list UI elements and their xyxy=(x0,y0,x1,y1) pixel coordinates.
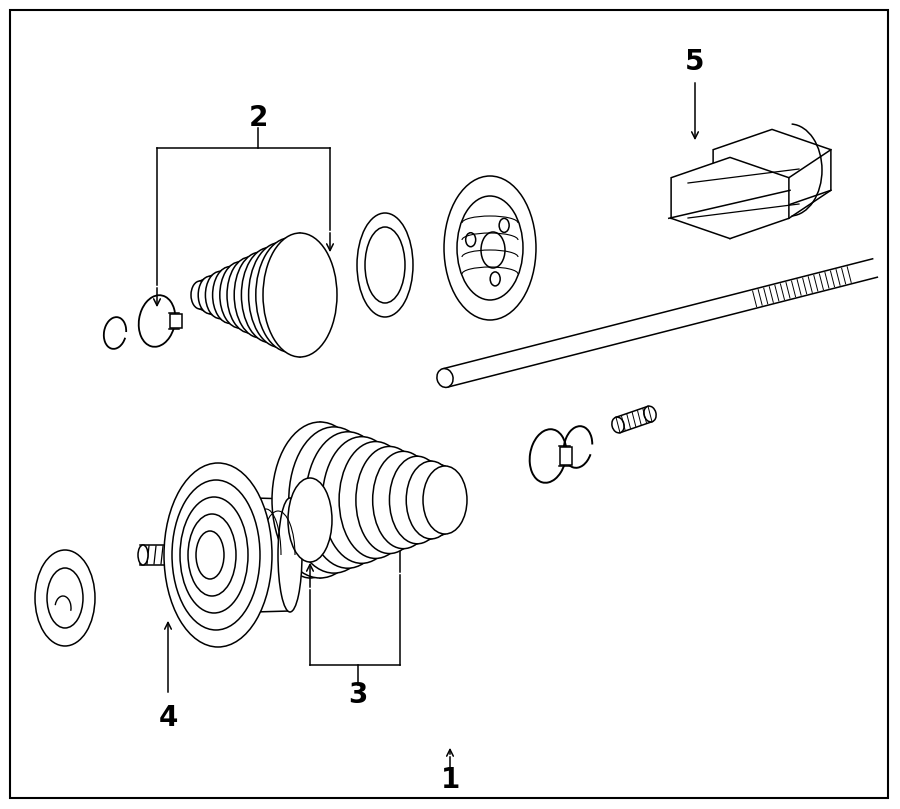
Text: 1: 1 xyxy=(440,766,460,794)
Ellipse shape xyxy=(164,463,272,647)
Ellipse shape xyxy=(205,271,235,319)
Ellipse shape xyxy=(227,257,273,333)
Ellipse shape xyxy=(241,248,299,342)
Ellipse shape xyxy=(390,456,445,544)
Ellipse shape xyxy=(196,531,224,579)
Ellipse shape xyxy=(500,218,509,232)
Ellipse shape xyxy=(444,176,536,320)
Ellipse shape xyxy=(306,432,390,568)
Ellipse shape xyxy=(234,252,286,338)
Ellipse shape xyxy=(263,233,337,357)
Polygon shape xyxy=(713,129,831,210)
Ellipse shape xyxy=(436,369,453,388)
Ellipse shape xyxy=(288,478,332,562)
Bar xyxy=(560,447,572,465)
Ellipse shape xyxy=(212,267,248,324)
Ellipse shape xyxy=(365,227,405,303)
Text: 4: 4 xyxy=(158,704,177,732)
Ellipse shape xyxy=(256,238,324,352)
Ellipse shape xyxy=(339,442,412,558)
Polygon shape xyxy=(671,158,789,239)
Ellipse shape xyxy=(180,497,248,613)
Ellipse shape xyxy=(138,545,148,565)
Ellipse shape xyxy=(644,406,656,421)
Ellipse shape xyxy=(289,427,379,573)
Ellipse shape xyxy=(248,243,311,347)
Ellipse shape xyxy=(481,232,505,268)
Ellipse shape xyxy=(35,550,95,646)
Ellipse shape xyxy=(612,417,624,433)
Ellipse shape xyxy=(406,461,456,539)
Ellipse shape xyxy=(373,451,434,549)
Ellipse shape xyxy=(423,466,467,534)
Text: 3: 3 xyxy=(348,681,368,709)
Ellipse shape xyxy=(357,213,413,317)
Ellipse shape xyxy=(465,233,476,247)
Ellipse shape xyxy=(47,568,83,628)
Ellipse shape xyxy=(278,498,302,612)
Text: 5: 5 xyxy=(685,48,705,76)
Ellipse shape xyxy=(322,437,401,563)
Ellipse shape xyxy=(491,272,500,286)
Text: 2: 2 xyxy=(248,104,267,132)
Ellipse shape xyxy=(198,276,221,314)
Ellipse shape xyxy=(457,196,523,300)
Ellipse shape xyxy=(172,480,260,630)
Ellipse shape xyxy=(272,422,368,578)
Ellipse shape xyxy=(191,281,209,309)
Ellipse shape xyxy=(356,447,423,553)
Ellipse shape xyxy=(220,262,260,328)
Ellipse shape xyxy=(188,514,236,596)
Ellipse shape xyxy=(277,462,343,578)
Bar xyxy=(170,314,182,328)
